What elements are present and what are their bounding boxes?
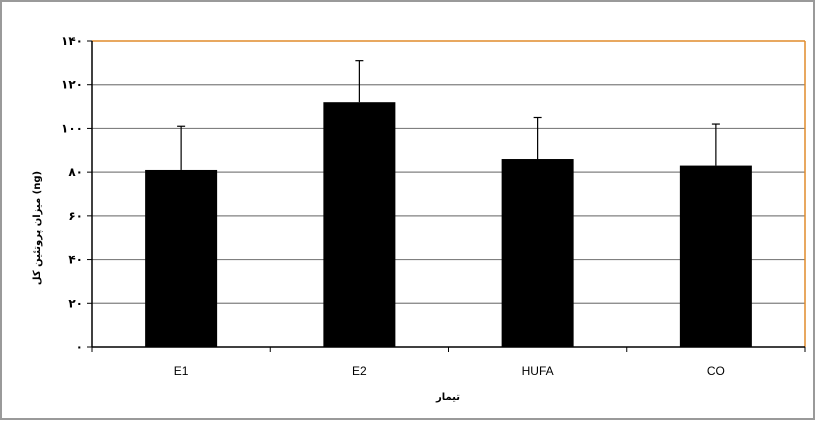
y-tick-labels: ۰ ۲۰ ۴۰ ۶۰ ۸۰ ۱۰۰ ۱۲۰ ۱۴۰ xyxy=(61,34,83,354)
axes xyxy=(87,40,806,352)
plot-border xyxy=(92,40,806,347)
x-tick-label: HUFA xyxy=(522,364,554,378)
bar-co xyxy=(679,165,752,347)
y-tick-label: ۸۰ xyxy=(68,165,83,179)
y-tick-label: ۱۲۰ xyxy=(61,78,83,92)
y-axis-title: میزان پروتئین کل (ng) xyxy=(32,171,43,285)
bar-hufa xyxy=(501,159,574,347)
bars xyxy=(145,60,752,347)
x-tick-label: CO xyxy=(707,364,725,378)
y-tick-label: ۱۰۰ xyxy=(61,121,83,135)
bar-e1 xyxy=(145,169,218,347)
x-tick-labels: E1 E2 HUFA CO xyxy=(174,364,725,378)
y-tick-label: ۰ xyxy=(76,340,83,354)
x-tick-label: E2 xyxy=(352,364,367,378)
bar-e2 xyxy=(323,102,396,347)
y-tick-label: ۲۰ xyxy=(68,296,83,310)
x-tick-label: E1 xyxy=(174,364,189,378)
y-tick-label: ۱۴۰ xyxy=(61,34,83,48)
x-axis-title: تیمار xyxy=(435,392,460,403)
y-tick-label: ۶۰ xyxy=(68,209,83,223)
y-tick-label: ۴۰ xyxy=(68,253,83,267)
